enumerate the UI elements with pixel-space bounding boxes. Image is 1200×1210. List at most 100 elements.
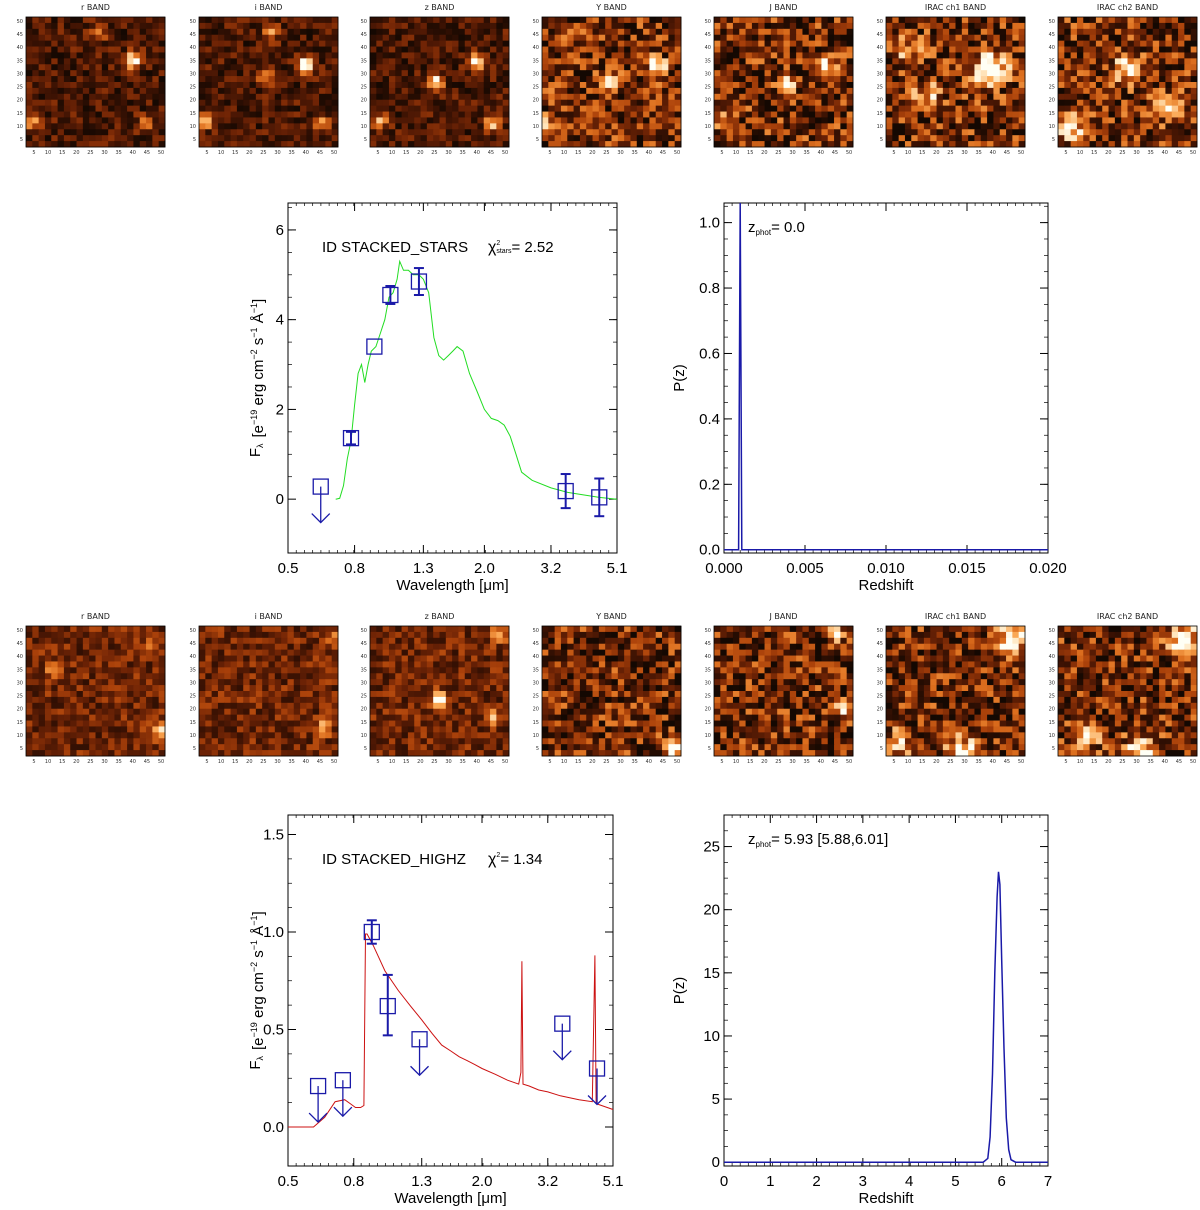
stamp-pixel [38, 661, 46, 668]
stamp-pixel [955, 99, 963, 107]
stamp-pixel [44, 685, 52, 692]
stamp-pixel [624, 87, 631, 95]
stamp-pixel [490, 732, 497, 739]
stamp-pixel [980, 93, 988, 101]
stamp-pixel [133, 720, 141, 727]
stamp-pixel [395, 691, 402, 698]
stamp-pixel [668, 40, 676, 47]
stamp-pixel [980, 34, 988, 42]
stamp-pixel [426, 76, 434, 83]
stamp-pixel [426, 64, 434, 71]
stamp-pixel [726, 64, 734, 71]
stamp-pixel [70, 637, 77, 645]
stamp-pixel [1114, 34, 1122, 42]
stamp-pixel [70, 720, 77, 727]
stamp-pixel [1089, 99, 1097, 107]
stamp-pixel [477, 732, 485, 739]
stamp-pixel [1133, 82, 1141, 89]
stamp-pixel [548, 70, 556, 77]
stamp-pixel [255, 76, 263, 83]
stamp-pixel [300, 691, 307, 698]
stamp-pixel [127, 685, 134, 692]
stamp-pixel [1070, 123, 1078, 130]
stamp-pixel [401, 135, 409, 142]
stamp-pixel [139, 93, 147, 101]
stamp-pixel [230, 28, 238, 36]
stamp-pixel [26, 76, 33, 83]
stamp-pixel [630, 117, 638, 124]
stamp-pixel [57, 631, 65, 639]
stamp-pixel [1114, 93, 1122, 101]
stamp-pixel [1058, 111, 1065, 118]
stamp-pixel [471, 76, 478, 83]
stamp-pixel [955, 52, 963, 59]
stamp-pixel [95, 720, 103, 727]
stamp-pixel [388, 82, 396, 89]
stamp-pixel [483, 17, 491, 24]
stamp-pixel [445, 22, 453, 30]
stamp-pixel [490, 708, 497, 716]
stamp-pixel [999, 58, 1007, 65]
stamp-pixel [464, 732, 472, 739]
stamp-pixel [968, 40, 975, 47]
stamp-pixel [834, 22, 841, 30]
stamp-ytick: 10 [705, 124, 711, 130]
stamp-pixel [439, 667, 447, 674]
stamp-pixel [120, 637, 128, 645]
stamp-pixel [370, 117, 377, 124]
stamp-pixel [764, 70, 772, 77]
stamp-pixel [376, 696, 384, 704]
stamp-pixel [388, 111, 396, 118]
stamp-pixel [592, 82, 600, 89]
stamp-pixel [281, 111, 288, 118]
stamp-pixel [89, 17, 96, 24]
stamp-pixel [548, 34, 556, 42]
stamp-pixel [211, 626, 219, 633]
stamp-pixel [592, 129, 600, 136]
stamp-pixel [605, 117, 612, 124]
stamp-pixel [1108, 58, 1116, 65]
stamp-pixel [942, 70, 950, 77]
stamp-pixel [1076, 34, 1084, 42]
stamp-pixel [974, 111, 982, 118]
stamp-pixel [471, 655, 478, 662]
stamp-pixel [217, 111, 225, 118]
stamp-pixel [496, 17, 504, 24]
stamp-pixel [942, 117, 950, 124]
stamp-pixel [490, 714, 497, 721]
stamp-pixel [464, 64, 472, 71]
stamp-pixel [1095, 28, 1103, 36]
stamp-pixel [796, 99, 803, 107]
stamp-pixel [955, 123, 963, 130]
stamp-pixel [1127, 52, 1135, 59]
stamp-pixel [955, 93, 963, 101]
stamp-pixel [821, 105, 829, 112]
stamp-pixel [388, 649, 396, 656]
stamp-pixel [611, 111, 619, 118]
stamp-pixel [38, 64, 46, 71]
stamp-pixel [586, 70, 593, 77]
stamp-pixel [146, 738, 153, 745]
stamp-pixel [579, 40, 587, 47]
stamp-pixel [133, 655, 141, 662]
stamp-pixel [217, 70, 225, 77]
stamp-pixel [886, 135, 893, 142]
stamp-pixel [293, 93, 301, 101]
stamp-pixel [243, 726, 250, 733]
stamp-pixel [114, 685, 122, 692]
stamp-pixel [452, 661, 459, 668]
stamp-pixel [777, 64, 784, 71]
stamp-pixel [331, 87, 339, 95]
stamp-pixel [649, 52, 657, 59]
stamp-pixel [114, 76, 122, 83]
stamp-pixel [82, 750, 90, 757]
stamp-pixel [502, 135, 510, 142]
stamp-pixel [38, 691, 46, 698]
stamp-pixel [146, 129, 153, 136]
stamp-pixel [464, 58, 472, 65]
stamp-pixel [758, 105, 765, 112]
stamp-ytick: 20 [1049, 98, 1055, 104]
stamp-pixel [89, 726, 96, 733]
stamp-pixel [370, 135, 377, 142]
stamp-pixel [95, 70, 103, 77]
